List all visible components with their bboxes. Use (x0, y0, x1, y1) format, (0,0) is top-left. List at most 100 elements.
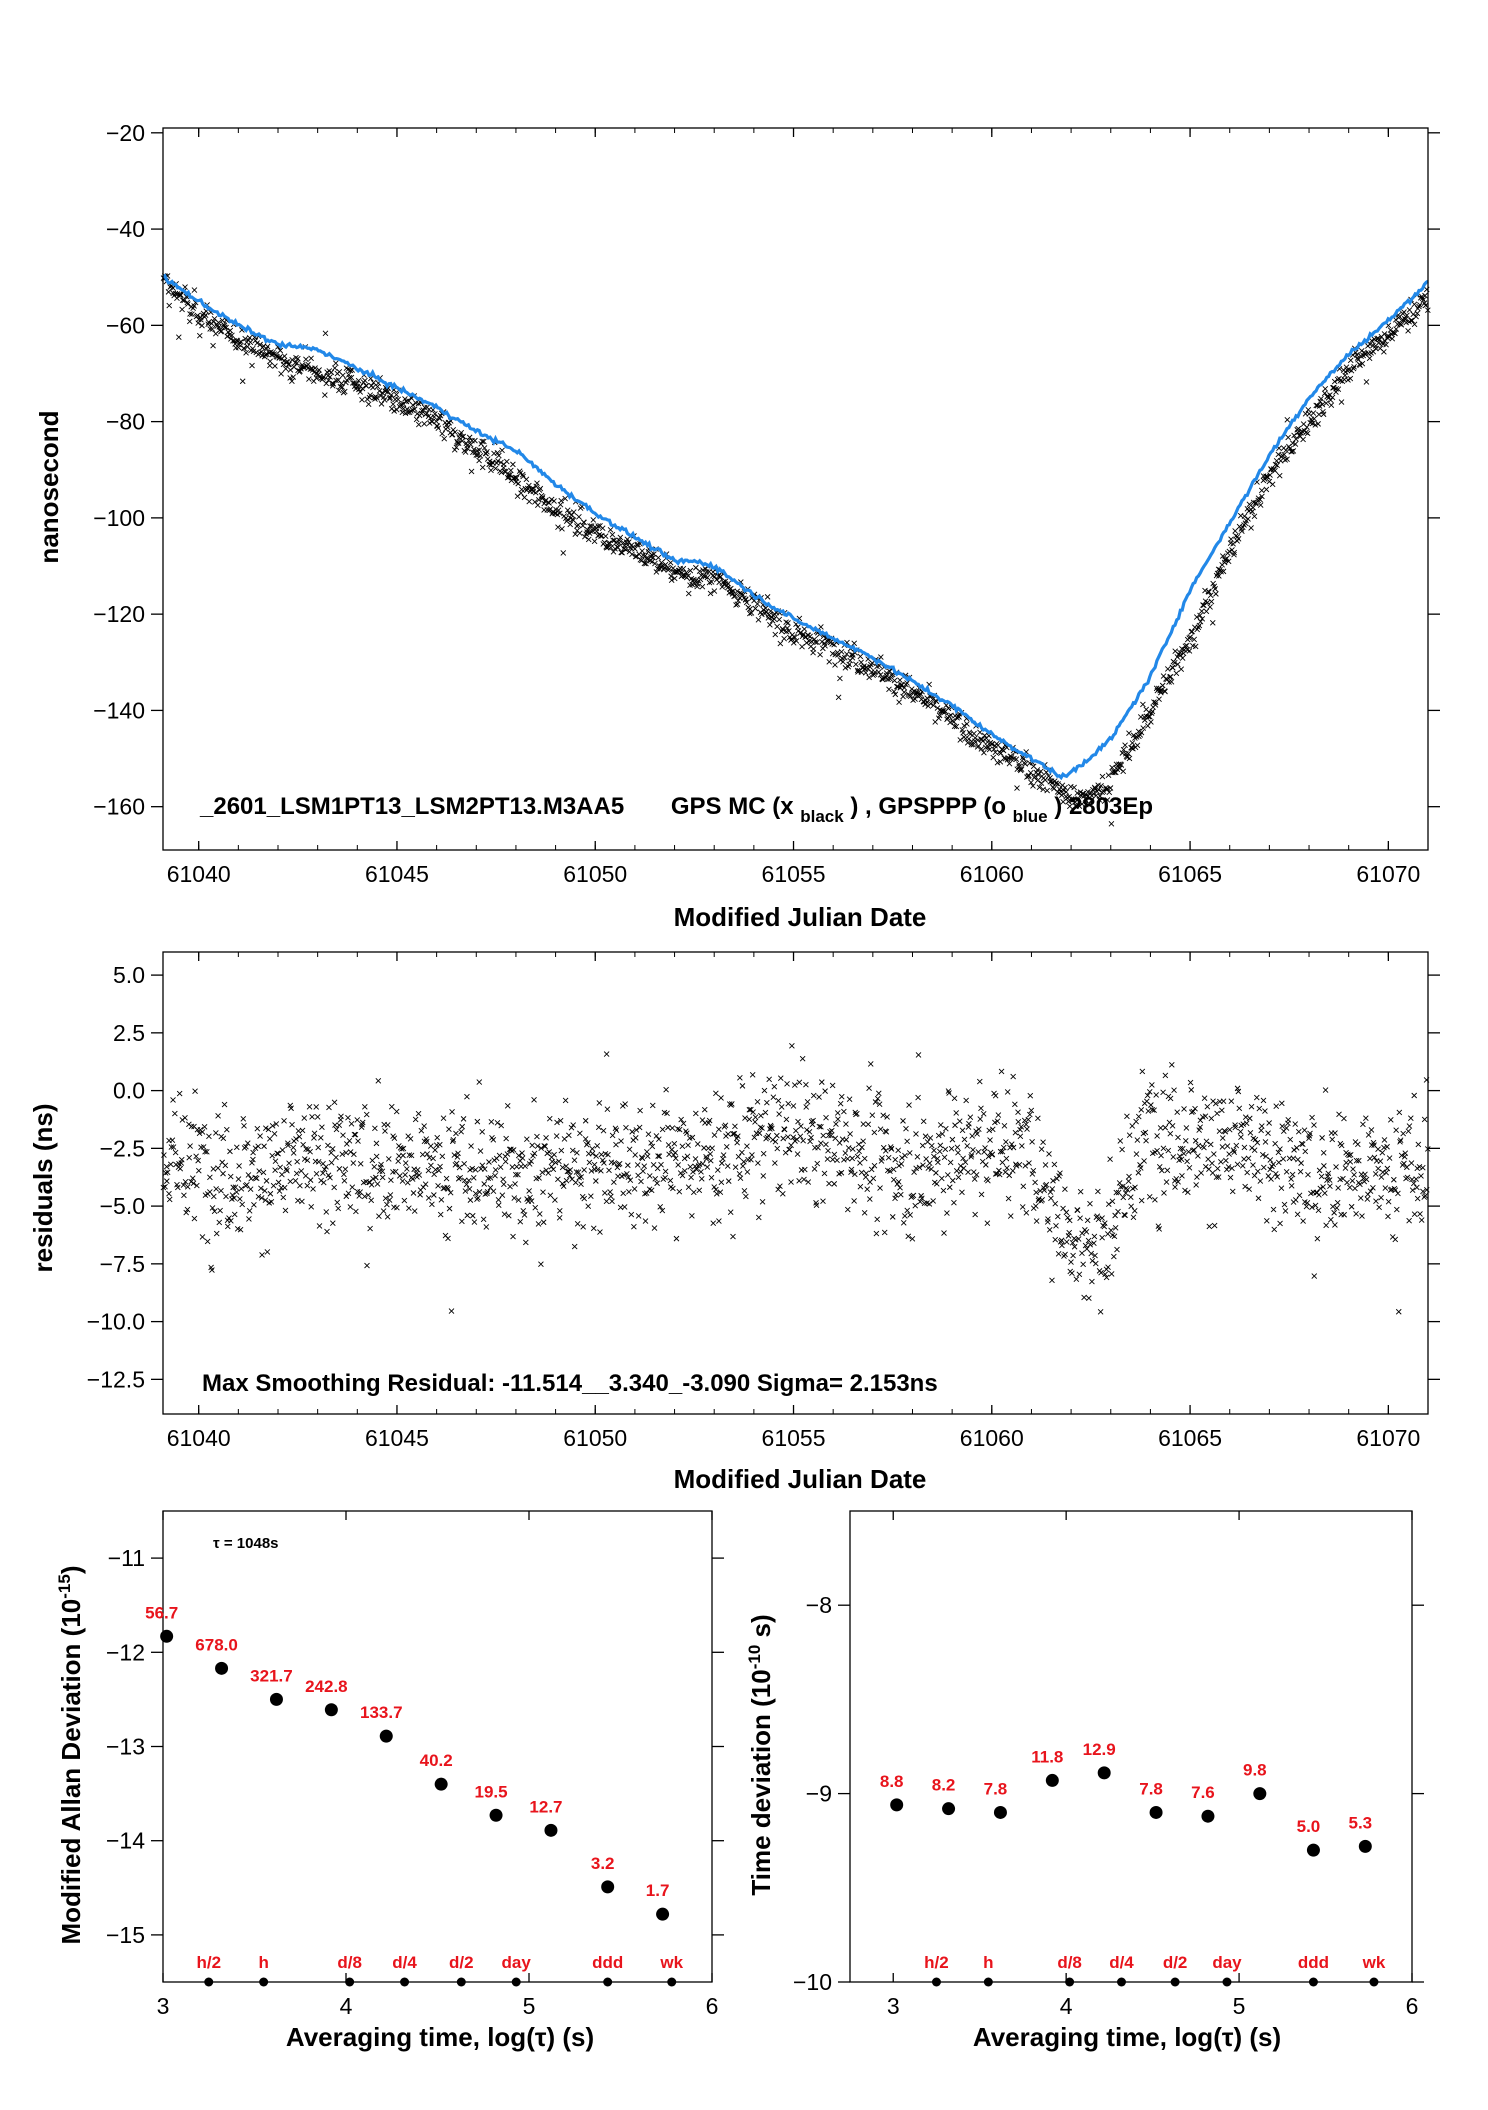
residual-point (1411, 1211, 1418, 1218)
x-point (650, 554, 656, 561)
residual-point (192, 1088, 198, 1095)
residual-point (704, 1164, 711, 1170)
mdev-point (269, 1692, 283, 1706)
x-point (780, 626, 786, 633)
residual-point (863, 1170, 870, 1177)
x-point (267, 358, 273, 365)
mdev-interval-marker (667, 1977, 677, 1987)
residual-point (484, 1189, 491, 1195)
residual-point (824, 1156, 831, 1162)
residual-point (467, 1197, 474, 1203)
residual-point (917, 1198, 923, 1205)
x-point (978, 746, 985, 752)
x-point (1022, 761, 1029, 767)
residual-point (765, 1132, 772, 1139)
x-point (851, 640, 858, 647)
residual-point (861, 1155, 868, 1162)
residual-point (893, 1192, 899, 1198)
residual-point (471, 1219, 478, 1225)
residual-point (1197, 1124, 1203, 1131)
residual-point (722, 1122, 729, 1129)
residual-point (940, 1187, 947, 1194)
residual-point (696, 1187, 703, 1194)
x-point (1318, 395, 1324, 402)
residual-point (1171, 1087, 1177, 1094)
residual-point (308, 1203, 315, 1210)
residual-point (1006, 1172, 1013, 1179)
residual-point (1317, 1185, 1324, 1192)
x-point (221, 324, 228, 331)
residual-point (701, 1106, 708, 1113)
residual-point (1092, 1252, 1098, 1259)
x-point (402, 396, 408, 402)
residual-point (1157, 1125, 1164, 1131)
residual-point (341, 1171, 347, 1178)
x-point (964, 721, 970, 727)
residual-point (329, 1146, 336, 1152)
residual-point (379, 1174, 386, 1181)
residual-point (1304, 1200, 1311, 1206)
x-point (601, 539, 608, 546)
residual-point (670, 1152, 677, 1158)
residual-point (233, 1144, 240, 1151)
residual-point (833, 1121, 839, 1127)
residual-point (999, 1148, 1006, 1155)
residual-point (643, 1190, 650, 1196)
residual-point (875, 1090, 882, 1097)
residual-point (251, 1202, 257, 1208)
residual-point (1027, 1092, 1034, 1099)
residual-point (719, 1160, 725, 1167)
x-point (875, 669, 882, 675)
residual-point (1016, 1161, 1023, 1168)
residual-point (470, 1175, 477, 1181)
residual-point (693, 1166, 700, 1173)
residual-point (874, 1095, 881, 1102)
residual-point (880, 1144, 887, 1151)
residual-point (948, 1145, 955, 1152)
residuals-panel: 61040 61045 61050 61055 61060 61065 610705.02.… (28, 951, 1440, 1494)
residual-point (1083, 1228, 1090, 1235)
residual-point (546, 1115, 553, 1122)
residual-point (971, 1176, 978, 1182)
x-point (205, 319, 212, 326)
residual-point (1373, 1198, 1379, 1205)
residual-point (1000, 1144, 1007, 1151)
x-point (822, 643, 828, 649)
x-point (1285, 434, 1291, 441)
tdev-interval-marker (1170, 1977, 1180, 1987)
residual-point (1004, 1165, 1010, 1171)
residual-point (810, 1117, 816, 1124)
x-point (481, 445, 488, 451)
residual-point (1211, 1222, 1218, 1229)
x-point (1126, 730, 1132, 737)
residual-point (1392, 1187, 1399, 1193)
residual-point (639, 1155, 646, 1162)
residual-point (588, 1168, 595, 1174)
residual-point (1103, 1274, 1110, 1281)
residual-point (942, 1146, 949, 1153)
residual-point (1375, 1146, 1381, 1152)
x-point (1055, 781, 1061, 787)
residual-point (178, 1156, 185, 1163)
x-point (1220, 568, 1227, 575)
x-point (357, 389, 364, 395)
residual-point (737, 1074, 743, 1081)
residual-point (246, 1216, 252, 1222)
residual-point (237, 1196, 243, 1202)
residual-point (749, 1072, 756, 1078)
residual-point (1168, 1062, 1175, 1068)
residual-point (193, 1153, 199, 1160)
residual-point (727, 1209, 734, 1216)
residual-point (582, 1117, 589, 1124)
x-point (329, 383, 336, 389)
residual-point (1107, 1156, 1113, 1162)
residual-point (995, 1112, 1002, 1118)
residual-point (952, 1122, 958, 1129)
residual-point (808, 1134, 814, 1141)
residual-point (613, 1127, 620, 1133)
residual-point (935, 1159, 941, 1166)
residual-point (1381, 1137, 1388, 1143)
x-point (1198, 608, 1205, 615)
x-point (1218, 568, 1224, 575)
residual-point (213, 1186, 219, 1192)
